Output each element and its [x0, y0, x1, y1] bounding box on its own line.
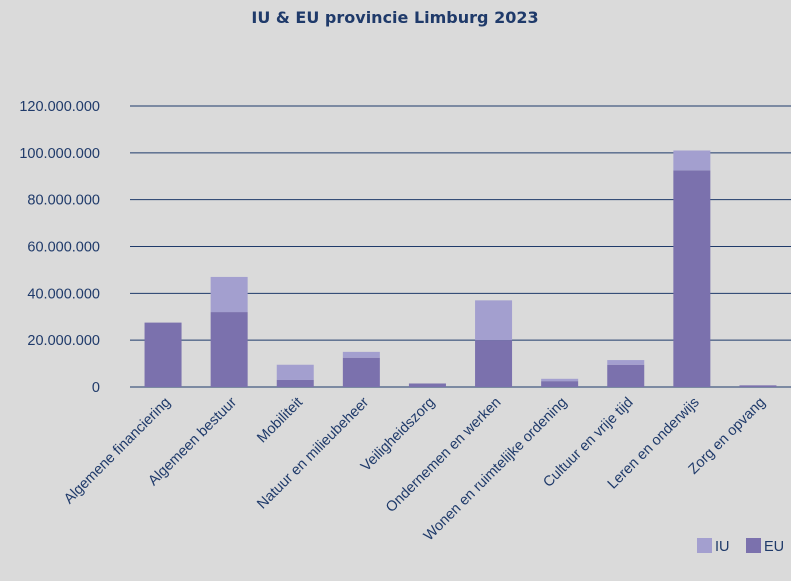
legend: IU EU — [697, 538, 784, 555]
bar-eu — [144, 322, 182, 387]
bar-iu — [475, 300, 513, 341]
y-tick-label: 100.000.000 — [19, 146, 100, 162]
y-axis-tick-labels: 0 20.000.000 40.000.000 60.000.000 80.000.00… — [19, 99, 100, 396]
y-tick-label: 40.000.000 — [27, 286, 100, 302]
bar-eu — [408, 383, 446, 387]
bars — [144, 150, 777, 387]
chart-title: IU & EU provincie Limburg 2023 — [251, 8, 538, 27]
y-tick-label: 60.000.000 — [27, 240, 100, 256]
legend-label-iu: IU — [715, 539, 730, 555]
bar-iu — [673, 150, 711, 171]
bar-eu — [210, 312, 248, 387]
bar-eu — [607, 364, 645, 387]
bar-iu — [607, 360, 645, 365]
bar-eu — [673, 170, 711, 387]
legend-swatch-iu — [697, 538, 712, 553]
bar-eu — [276, 379, 314, 387]
y-tick-label: 0 — [92, 380, 100, 396]
x-tick-label: Ondernemen en werken — [383, 395, 504, 516]
bar-iu — [342, 351, 380, 358]
bar-eu — [541, 381, 579, 387]
x-tick-label: Algemene financiering — [61, 395, 174, 508]
bar-iu — [541, 378, 579, 382]
x-tick-label: Wonen en ruimtelijke ordening — [421, 395, 571, 545]
bar-eu — [739, 385, 777, 387]
x-tick-label: Mobiliteit — [254, 395, 306, 447]
legend-label-eu: EU — [764, 539, 784, 555]
y-tick-label: 80.000.000 — [27, 193, 100, 209]
bar-iu — [210, 276, 248, 313]
y-tick-label: 20.000.000 — [27, 333, 100, 349]
legend-swatch-eu — [746, 538, 761, 553]
bar-iu — [276, 364, 314, 380]
x-tick-label: Natuur en milieubeheer — [254, 394, 372, 512]
bar-eu — [342, 357, 380, 387]
y-tick-label: 120.000.000 — [19, 99, 100, 115]
bar-eu — [475, 340, 513, 387]
